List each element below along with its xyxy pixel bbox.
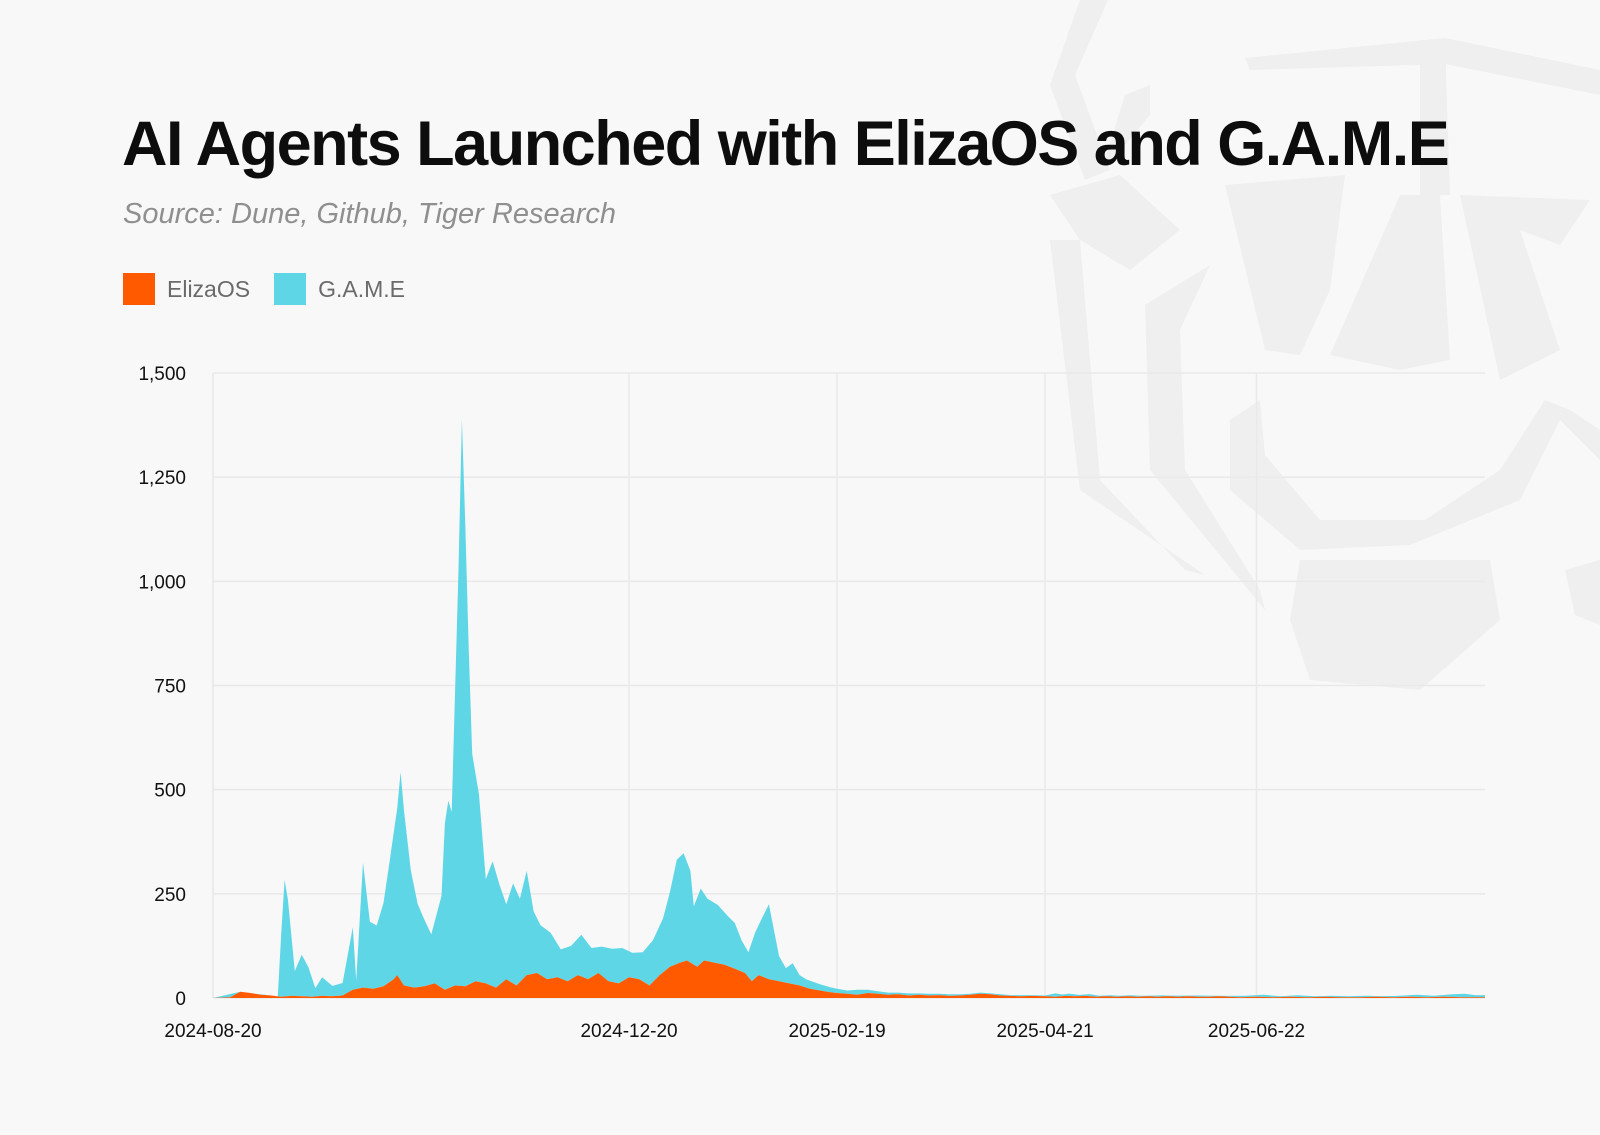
legend-label-game: G.A.M.E	[318, 275, 405, 302]
area-series-elizaos	[213, 960, 1485, 998]
y-tick-label: 1,000	[138, 572, 186, 593]
legend-item-game: G.A.M.E	[274, 273, 405, 305]
y-tick-label: 250	[154, 885, 186, 906]
y-tick-label: 750	[154, 677, 186, 698]
chart-title: AI Agents Launched with ElizaOS and G.A.…	[122, 109, 1450, 179]
legend-label-elizaos: ElizaOS	[167, 275, 251, 302]
x-tick-label: 2025-02-19	[788, 1021, 885, 1042]
x-tick-label: 2024-08-20	[164, 1021, 261, 1042]
chart-legend: ElizaOS G.A.M.E	[123, 273, 429, 305]
chart-subtitle: Source: Dune, Github, Tiger Research	[123, 198, 616, 230]
area-series-game	[213, 419, 1485, 998]
legend-item-elizaos: ElizaOS	[123, 273, 250, 305]
y-axis: 0 250 500 750 1,000 1,250 1,500	[138, 364, 186, 1010]
x-tick-label: 2025-04-21	[996, 1021, 1093, 1042]
y-tick-label: 1,500	[138, 364, 186, 385]
y-tick-label: 500	[154, 781, 186, 802]
x-tick-label: 2024-12-20	[580, 1021, 677, 1042]
x-tick-label: 2025-06-22	[1208, 1021, 1305, 1042]
y-tick-label: 0	[175, 989, 186, 1010]
y-tick-label: 1,250	[138, 468, 186, 489]
chart-areas	[213, 419, 1485, 998]
legend-swatch-elizaos	[123, 273, 155, 305]
x-axis: 2024-08-20 2024-12-20 2025-02-19 2025-04-21…	[164, 1021, 1305, 1042]
legend-swatch-game	[274, 273, 307, 305]
